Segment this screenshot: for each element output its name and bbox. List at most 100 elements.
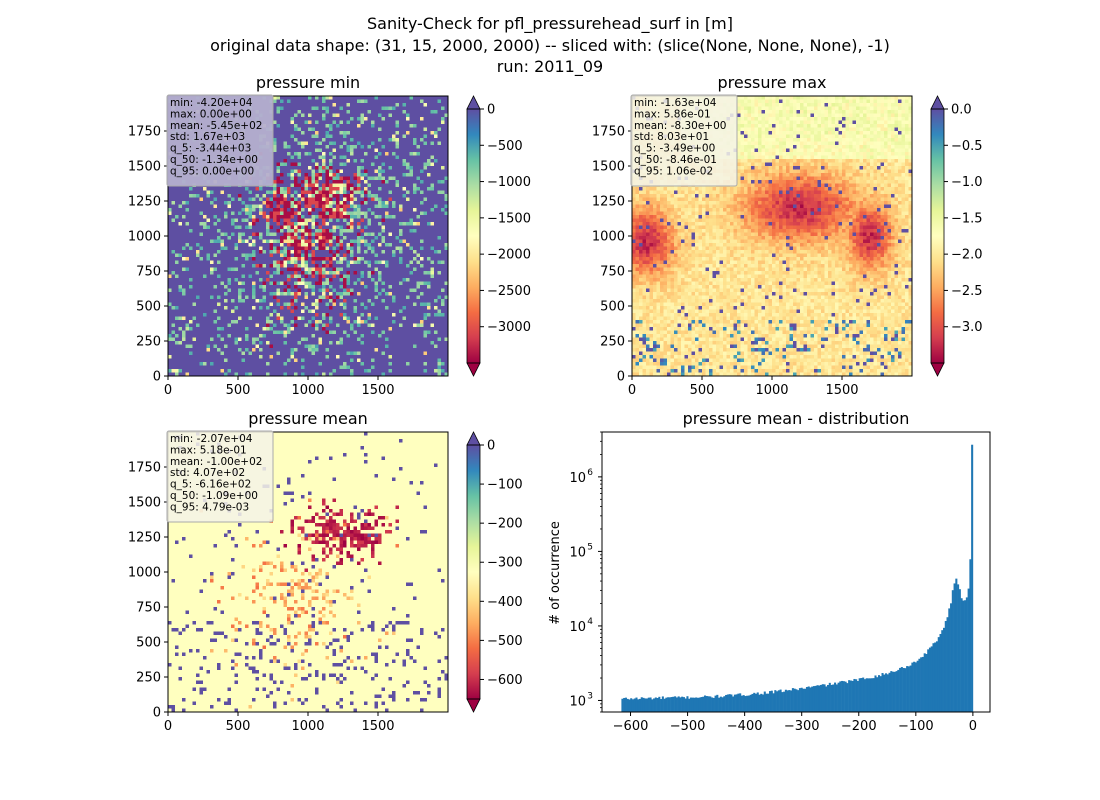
map-cell — [353, 162, 358, 167]
map-cell — [308, 124, 312, 128]
map-cell — [374, 285, 379, 289]
map-cell — [388, 211, 393, 216]
map-cell — [416, 145, 421, 149]
map-cell — [297, 106, 302, 111]
map-cell — [199, 187, 204, 191]
map-cell — [290, 306, 295, 310]
map-cell — [430, 278, 435, 282]
map-cell — [350, 201, 354, 205]
map-cell — [353, 208, 358, 212]
map-cell — [385, 183, 389, 188]
map-cell — [283, 190, 288, 195]
map-cell — [290, 141, 295, 146]
map-cell — [182, 250, 186, 254]
map-cell — [374, 204, 379, 209]
map-cell — [413, 225, 417, 230]
map-cell — [206, 197, 211, 202]
map-cell — [252, 285, 256, 289]
map-cell — [241, 313, 246, 317]
map-cell — [276, 134, 281, 139]
map-cell — [406, 274, 410, 279]
map-cell — [381, 103, 386, 107]
map-cell — [262, 295, 267, 300]
map-cell — [280, 260, 284, 265]
map-cell — [392, 222, 396, 226]
map-cell — [430, 148, 435, 153]
map-cell — [413, 204, 417, 209]
map-cell — [350, 267, 354, 272]
map-cell — [364, 176, 368, 181]
map-cell — [241, 239, 246, 244]
map-cell — [374, 138, 379, 142]
map-cell — [357, 134, 361, 139]
map-cell — [441, 194, 445, 198]
map-cell — [252, 222, 256, 226]
map-cell — [273, 180, 277, 184]
map-cell — [217, 232, 221, 237]
map-cell — [378, 131, 382, 135]
map-cell — [378, 148, 382, 153]
map-cell — [269, 271, 274, 275]
map-cell — [336, 285, 340, 289]
map-cell — [371, 260, 375, 265]
map-cell — [346, 194, 351, 198]
map-cell — [329, 260, 333, 265]
map-cell — [266, 253, 270, 258]
map-cell — [325, 124, 330, 128]
map-cell — [346, 99, 351, 104]
map-cell — [171, 288, 176, 293]
map-cell — [413, 166, 417, 170]
map-cell — [364, 124, 368, 128]
map-cell — [346, 152, 351, 156]
map-cell — [227, 271, 232, 275]
map-cell — [399, 292, 403, 296]
map-cell — [213, 257, 218, 261]
map-cell — [287, 204, 291, 209]
map-cell — [360, 215, 365, 219]
map-cell — [171, 215, 176, 219]
map-cell — [336, 169, 340, 174]
map-cell — [416, 239, 421, 244]
map-cell — [367, 194, 372, 198]
map-cell — [329, 225, 333, 230]
map-cell — [388, 162, 393, 167]
map-cell — [322, 159, 326, 163]
map-cell — [269, 190, 274, 195]
map-cell — [350, 278, 354, 282]
map-cell — [189, 197, 193, 202]
map-cell — [406, 131, 410, 135]
map-cell — [395, 264, 400, 268]
map-cell — [437, 232, 442, 237]
map-cell — [325, 110, 330, 114]
map-cell — [350, 169, 354, 174]
map-cell — [427, 222, 431, 226]
map-cell — [294, 180, 298, 184]
map-cell — [325, 106, 330, 111]
map-cell — [434, 155, 438, 160]
map-cell — [315, 106, 319, 111]
map-cell — [409, 187, 414, 191]
map-cell — [434, 299, 438, 303]
map-cell — [392, 243, 396, 247]
map-cell — [360, 197, 365, 202]
map-cell — [308, 110, 312, 114]
map-cell — [444, 106, 449, 111]
map-cell — [395, 215, 400, 219]
map-cell — [350, 166, 354, 170]
map-cell — [206, 281, 211, 286]
map-cell — [311, 117, 316, 121]
map-cell — [357, 288, 361, 293]
map-cell — [255, 274, 260, 279]
map-cell — [350, 176, 354, 181]
map-cell — [255, 264, 260, 268]
map-cell — [168, 232, 172, 237]
map-cell — [192, 229, 197, 233]
map-cell — [213, 218, 218, 223]
map-cell — [203, 281, 207, 286]
map-cell — [220, 306, 225, 310]
map-cell — [262, 260, 267, 265]
map-cell — [381, 278, 386, 282]
map-cell — [199, 288, 204, 293]
map-cell — [189, 264, 193, 268]
map-cell — [381, 260, 386, 265]
